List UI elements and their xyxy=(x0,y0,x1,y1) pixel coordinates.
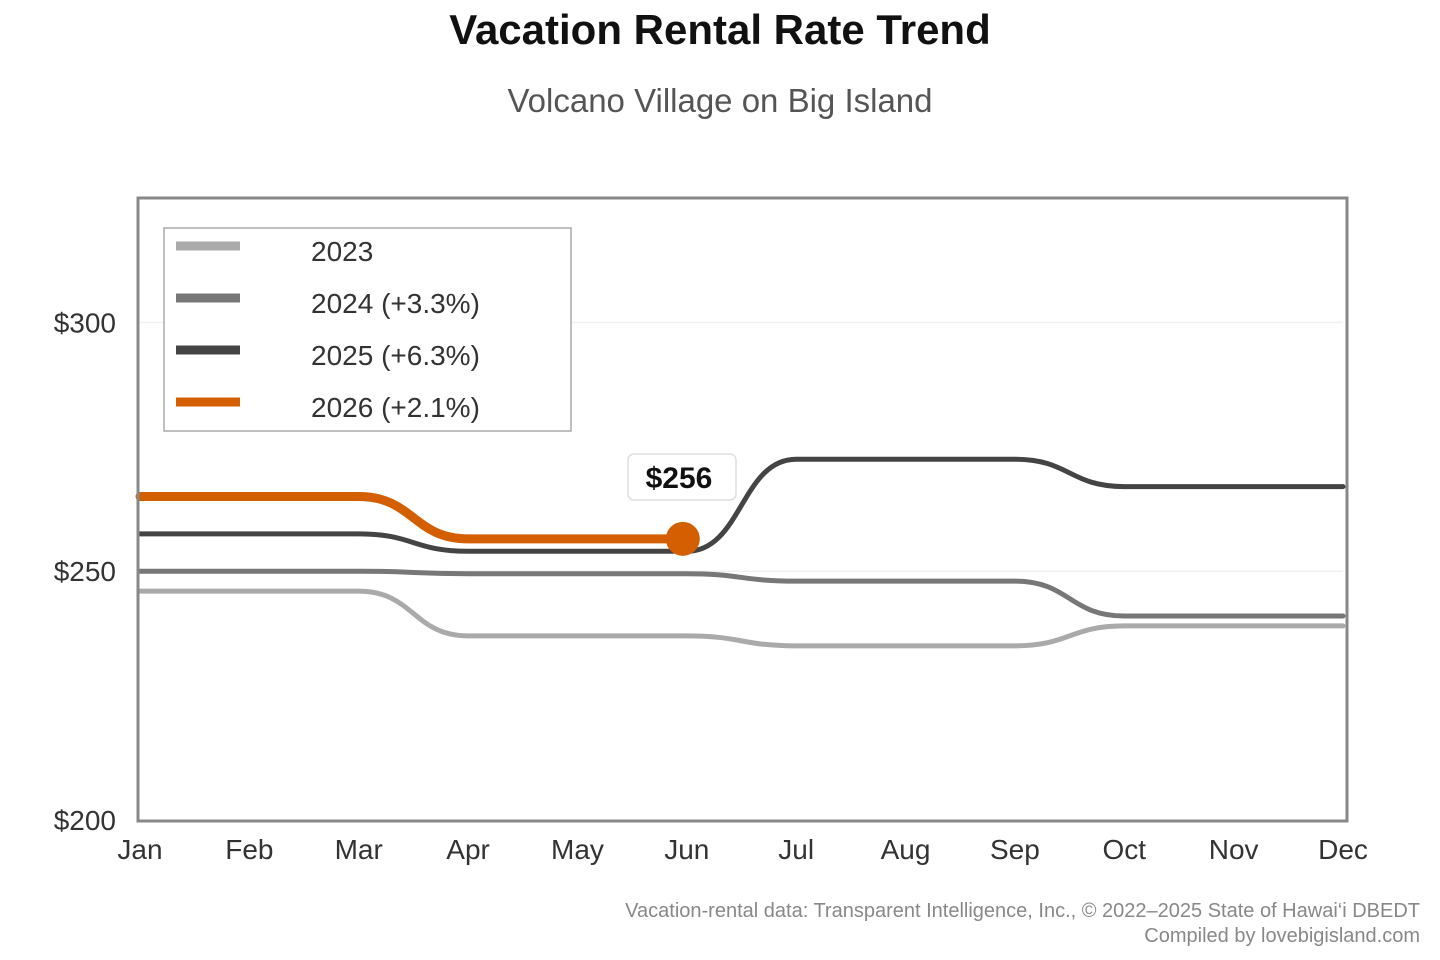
legend-label: 2026 (+2.1%) xyxy=(311,392,480,423)
highlight-annotation: $256 xyxy=(627,453,737,556)
y-tick-label: $200 xyxy=(54,805,116,836)
legend-label: 2023 xyxy=(311,236,373,267)
y-tick-label: $250 xyxy=(54,556,116,587)
x-tick-label: Mar xyxy=(335,834,383,865)
chart-title: Vacation Rental Rate Trend xyxy=(449,6,991,53)
highlight-label: $256 xyxy=(646,462,713,495)
x-tick-label: Oct xyxy=(1102,834,1146,865)
compiled-by-credit: Compiled by lovebigisland.com xyxy=(1144,925,1420,947)
x-tick-label: Nov xyxy=(1209,834,1259,865)
source-credit: Vacation-rental data: Transparent Intell… xyxy=(625,900,1420,922)
chart-subtitle: Volcano Village on Big Island xyxy=(507,82,933,119)
x-tick-label: Sep xyxy=(990,834,1040,865)
x-tick-label: May xyxy=(551,834,604,865)
x-axis-ticks: Jan Feb Mar Apr May Jun Jul Aug Sep Oct Nov Dec xyxy=(117,834,1367,865)
series-line-2026 xyxy=(135,492,692,544)
highlight-marker xyxy=(665,521,700,556)
x-tick-label: Aug xyxy=(881,834,931,865)
x-tick-label: Jan xyxy=(117,834,162,865)
x-tick-label: Dec xyxy=(1318,834,1368,865)
legend-label: 2025 (+6.3%) xyxy=(311,340,480,371)
highlight-label-box xyxy=(627,453,737,501)
legend: 2023 2024 (+3.3%) 2025 (+6.3%) 2026 (+2.1%) xyxy=(163,227,572,432)
legend-box xyxy=(163,227,572,432)
x-tick-label: Jul xyxy=(778,834,814,865)
y-axis-ticks: $200 $250 $300 xyxy=(54,307,116,836)
series-line-2023 xyxy=(137,588,1346,649)
y-tick-label: $300 xyxy=(54,307,116,338)
x-tick-label: Feb xyxy=(225,834,273,865)
x-tick-label: Jun xyxy=(664,834,709,865)
series-line-2025 xyxy=(137,456,1346,554)
x-tick-label: Apr xyxy=(446,834,490,865)
series-line-2024 xyxy=(137,568,1346,619)
legend-label: 2024 (+3.3%) xyxy=(311,288,480,319)
plot-frame xyxy=(136,196,1349,823)
series-lines xyxy=(135,456,1346,649)
